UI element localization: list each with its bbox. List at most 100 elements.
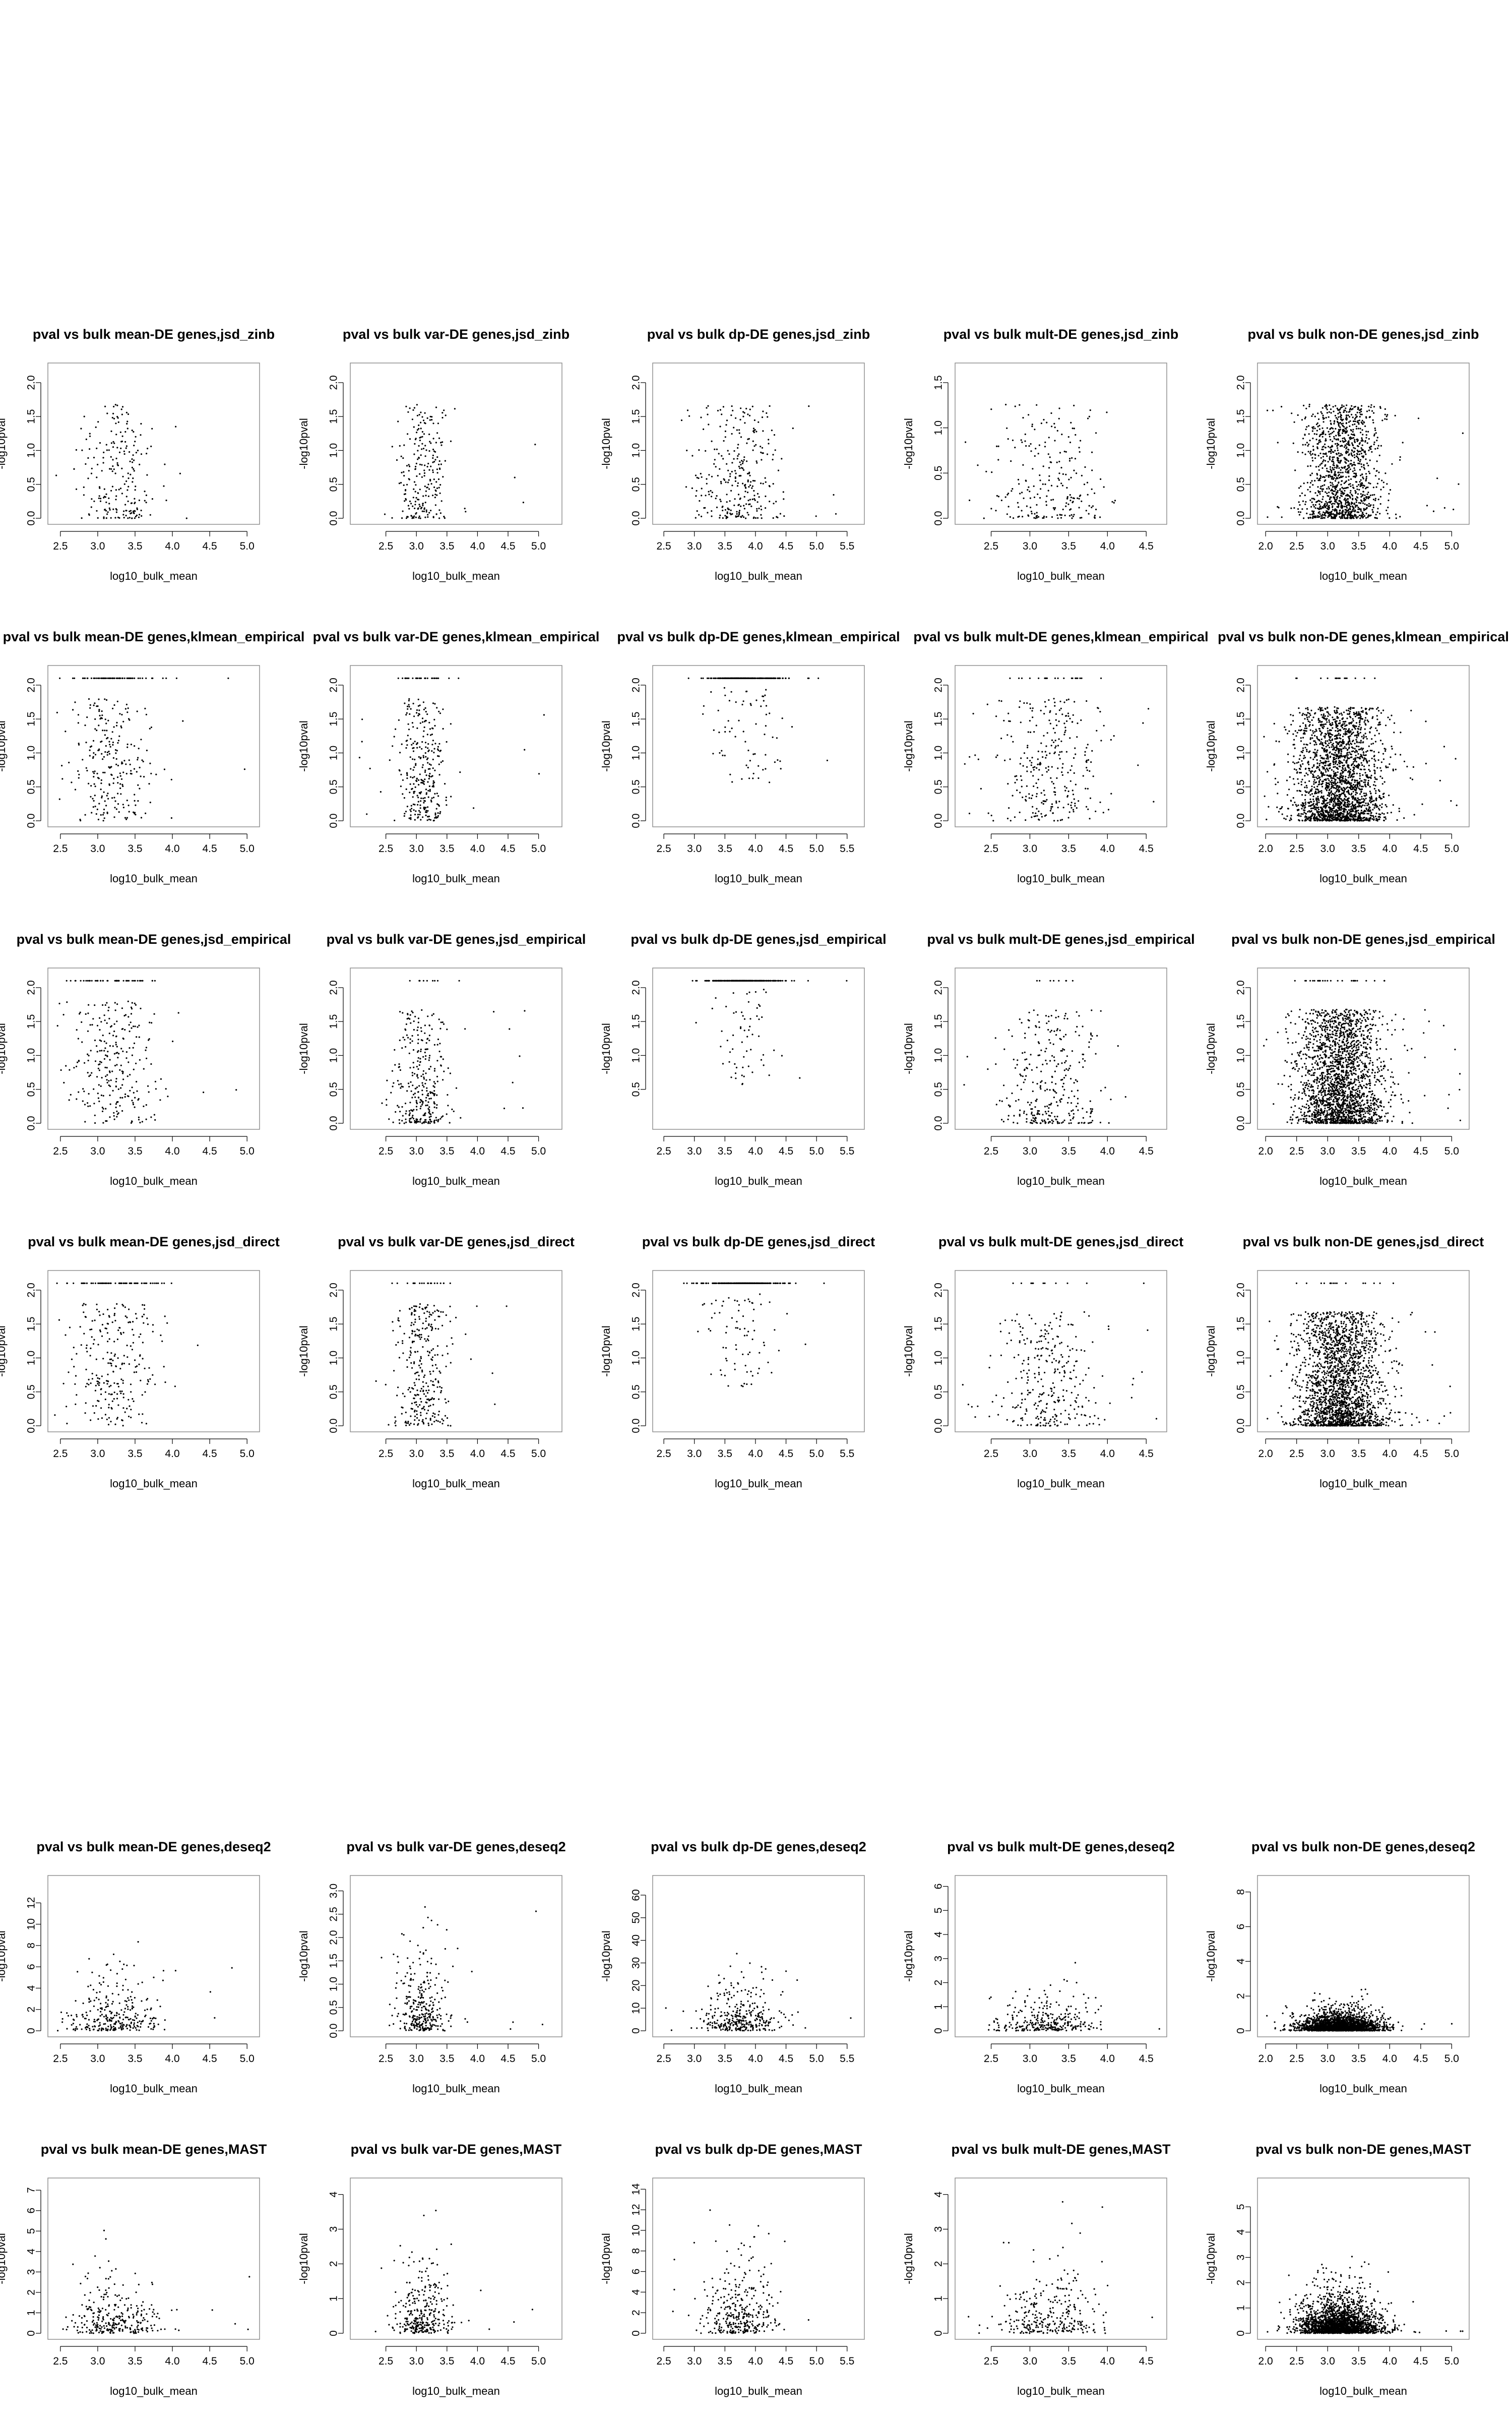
data-point	[1359, 508, 1361, 510]
data-point	[1347, 709, 1349, 711]
data-point	[1322, 430, 1325, 432]
data-point	[111, 797, 113, 799]
data-point	[734, 736, 736, 738]
data-point	[1379, 496, 1381, 498]
data-point	[1319, 434, 1321, 436]
data-point	[1341, 406, 1343, 408]
data-point	[1318, 425, 1320, 427]
data-point	[1332, 432, 1334, 434]
data-point	[1320, 501, 1322, 503]
data-point	[132, 454, 134, 456]
data-point	[1051, 806, 1053, 808]
data-point	[1336, 499, 1338, 501]
data-point	[1314, 492, 1316, 494]
data-point	[428, 749, 430, 751]
data-point	[425, 509, 427, 511]
data-point	[1337, 412, 1339, 415]
data-point	[409, 407, 411, 409]
data-point	[1073, 497, 1075, 500]
data-point	[433, 461, 435, 463]
data-point	[410, 810, 412, 812]
data-point	[105, 745, 107, 747]
data-point	[1035, 782, 1037, 784]
data-point	[1021, 779, 1023, 781]
y-tick-label: 0.5	[1235, 477, 1247, 492]
data-point	[145, 812, 147, 814]
data-point	[1052, 499, 1054, 501]
data-point	[413, 488, 415, 490]
data-point	[87, 457, 89, 459]
data-point	[128, 477, 130, 479]
data-point	[1328, 488, 1330, 490]
data-point	[1087, 417, 1089, 419]
data-point	[717, 474, 719, 477]
data-point	[405, 714, 407, 716]
x-tick-label: 5.0	[240, 843, 255, 855]
data-point	[1076, 472, 1078, 474]
x-tick-label: 3.5	[1061, 540, 1076, 552]
data-point	[1307, 445, 1309, 447]
data-point	[1307, 774, 1309, 776]
data-point	[1064, 730, 1066, 732]
data-point	[1089, 409, 1091, 411]
data-point	[1309, 721, 1311, 723]
data-point	[138, 516, 140, 518]
data-point	[127, 413, 130, 415]
data-point	[425, 490, 427, 492]
data-point	[686, 409, 689, 411]
data-point	[1349, 407, 1352, 409]
data-point	[412, 750, 415, 752]
data-point	[1059, 751, 1061, 753]
data-point	[134, 677, 136, 679]
data-point	[1325, 475, 1327, 477]
y-tick-label: 1.5	[631, 712, 642, 727]
data-point	[126, 422, 128, 425]
data-point	[760, 505, 762, 507]
data-point	[1321, 412, 1323, 414]
data-point	[1366, 462, 1368, 464]
data-point	[760, 705, 762, 707]
data-point	[1030, 764, 1032, 766]
data-point	[1330, 439, 1332, 441]
data-point	[1300, 737, 1302, 739]
data-point	[427, 796, 429, 798]
data-point	[411, 808, 413, 810]
data-point	[1354, 514, 1356, 516]
y-tick-label: 1.5	[1235, 409, 1247, 424]
data-point	[78, 777, 80, 779]
data-point	[130, 770, 132, 772]
data-point	[438, 509, 440, 511]
data-point	[415, 516, 417, 518]
data-point	[1303, 404, 1305, 407]
data-point	[434, 703, 436, 705]
data-point	[768, 485, 770, 487]
data-point	[435, 406, 437, 408]
data-point	[1299, 790, 1302, 792]
data-point	[741, 460, 743, 462]
x-tick-label: 2.5	[984, 540, 998, 552]
data-point	[1364, 503, 1366, 505]
data-point	[1067, 503, 1069, 505]
data-point	[1031, 816, 1033, 818]
data-point	[756, 510, 758, 512]
data-point	[1312, 498, 1314, 500]
data-point	[736, 513, 738, 515]
data-point	[1325, 447, 1327, 449]
data-point	[175, 677, 177, 679]
data-point	[1342, 475, 1344, 477]
data-point	[1039, 474, 1041, 476]
data-point	[1325, 438, 1327, 440]
data-point	[791, 726, 793, 728]
data-point	[1102, 812, 1104, 814]
data-point	[1359, 450, 1361, 452]
data-point	[1370, 743, 1372, 745]
data-point	[416, 677, 418, 679]
chart-title: pval vs bulk var-DE genes,klmean_empiric…	[313, 629, 600, 644]
data-point	[1301, 508, 1303, 510]
y-tick-label: 0.0	[631, 511, 642, 525]
data-point	[104, 800, 106, 802]
data-point	[1056, 777, 1058, 779]
data-point	[122, 771, 124, 773]
data-point	[1357, 406, 1359, 408]
data-point	[1310, 450, 1312, 453]
